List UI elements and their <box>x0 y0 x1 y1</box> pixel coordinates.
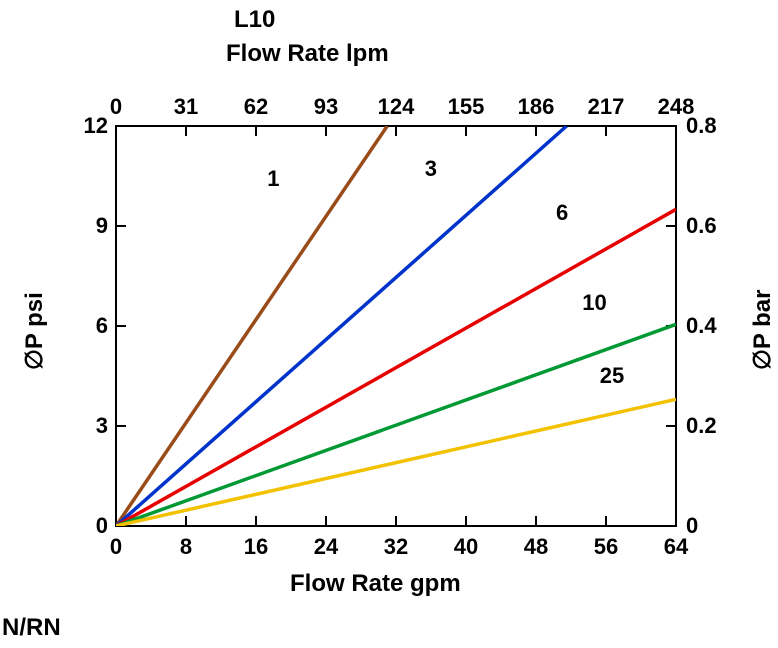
series-lines <box>116 126 676 526</box>
y-left-tick-label: 3 <box>58 413 108 439</box>
series-label-1: 1 <box>267 166 279 192</box>
x-top-tick-label: 217 <box>578 94 634 120</box>
x-bottom-tick-label: 56 <box>581 534 631 560</box>
x-bottom-tick-label: 32 <box>371 534 421 560</box>
series-label-6: 6 <box>556 200 568 226</box>
x-top-tick-label: 31 <box>158 94 214 120</box>
x-bottom-tick-label: 8 <box>161 534 211 560</box>
y-left-ticks <box>116 126 126 526</box>
y-right-tick-label: 0.6 <box>686 213 746 239</box>
series-line-3 <box>116 126 567 526</box>
y-right-tick-label: 0.8 <box>686 113 746 139</box>
y-right-axis-label: ∅P bar <box>748 290 777 371</box>
y-left-axis-label: ∅P psi <box>20 292 49 370</box>
axes-frame <box>116 126 676 526</box>
x-bottom-tick-label: 40 <box>441 534 491 560</box>
y-left-tick-label: 9 <box>58 213 108 239</box>
x-bottom-tick-label: 24 <box>301 534 351 560</box>
y-right-tick-label: 0.4 <box>686 313 746 339</box>
x-top-tick-label: 124 <box>368 94 424 120</box>
x-bottom-ticks <box>116 516 676 526</box>
series-line-10 <box>116 324 676 526</box>
x-top-tick-label: 186 <box>508 94 564 120</box>
y-left-tick-label: 6 <box>58 313 108 339</box>
series-line-6 <box>116 209 676 526</box>
x-top-tick-label: 93 <box>298 94 354 120</box>
x-top-tick-label: 62 <box>228 94 284 120</box>
chart-container: L10 Flow Rate lpm ∅P psi ∅P bar Flow Rat… <box>0 0 778 648</box>
series-line-1 <box>116 126 387 526</box>
series-label-10: 10 <box>582 290 606 316</box>
y-left-tick-label: 0 <box>58 513 108 539</box>
y-right-tick-label: 0.2 <box>686 413 746 439</box>
y-right-tick-label: 0 <box>686 513 746 539</box>
series-label-3: 3 <box>425 156 437 182</box>
series-label-25: 25 <box>600 363 624 389</box>
x-top-ticks <box>116 126 676 136</box>
x-bottom-tick-label: 48 <box>511 534 561 560</box>
x-top-tick-label: 155 <box>438 94 494 120</box>
series-line-25 <box>116 399 676 526</box>
x-bottom-tick-label: 16 <box>231 534 281 560</box>
y-left-tick-label: 12 <box>58 113 108 139</box>
footer-label: N/RN <box>2 614 61 642</box>
x-bottom-axis-label: Flow Rate gpm <box>290 570 461 598</box>
